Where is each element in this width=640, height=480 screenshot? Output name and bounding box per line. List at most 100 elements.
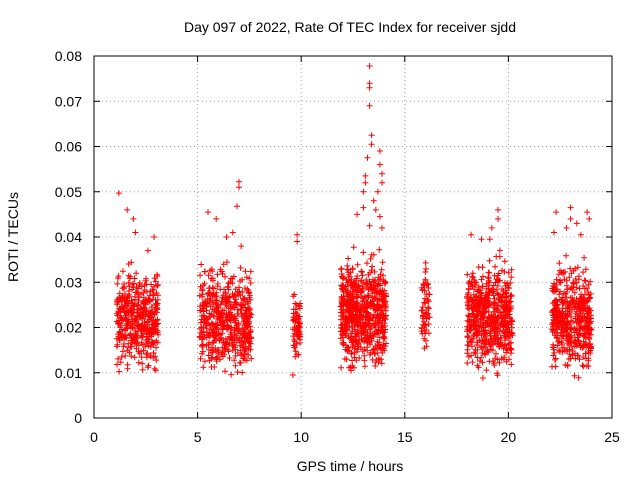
- y-tick-label: 0.02: [55, 320, 82, 336]
- data-point: [140, 330, 147, 337]
- data-point: [290, 310, 297, 317]
- data-point: [421, 327, 428, 334]
- data-point: [213, 215, 220, 222]
- data-point: [297, 339, 303, 346]
- data-point: [580, 307, 587, 314]
- data-point: [362, 172, 369, 179]
- data-point: [508, 318, 515, 325]
- data-point: [497, 291, 504, 298]
- data-point: [572, 276, 579, 282]
- data-point: [575, 337, 582, 344]
- data-point: [588, 326, 595, 333]
- data-point: [358, 268, 365, 275]
- data-point: [135, 285, 142, 292]
- data-point: [117, 359, 124, 366]
- data-point: [338, 364, 345, 371]
- data-point: [500, 345, 507, 352]
- data-point: [239, 276, 245, 283]
- data-point: [506, 308, 513, 315]
- data-point: [197, 272, 204, 279]
- data-point: [242, 310, 249, 317]
- data-point: [224, 284, 231, 291]
- data-point: [290, 293, 297, 300]
- data-point: [425, 281, 431, 288]
- data-point: [375, 303, 382, 310]
- data-point: [488, 224, 495, 231]
- data-point: [508, 317, 515, 324]
- data-point: [241, 317, 248, 324]
- data-point: [480, 273, 486, 280]
- data-point: [206, 357, 213, 364]
- data-point: [383, 340, 389, 347]
- data-point: [578, 291, 585, 298]
- data-point: [552, 355, 559, 362]
- data-points: [113, 63, 595, 381]
- data-point: [572, 265, 579, 272]
- data-point: [129, 324, 135, 331]
- data-point: [494, 290, 501, 297]
- data-point: [248, 311, 255, 318]
- data-point: [495, 270, 502, 277]
- data-point: [346, 273, 353, 280]
- x-tick-label: 15: [397, 429, 413, 445]
- data-point: [554, 342, 561, 349]
- data-point: [366, 222, 373, 229]
- data-point: [367, 281, 374, 288]
- data-point: [419, 321, 426, 328]
- data-point: [493, 350, 499, 357]
- data-point: [555, 347, 562, 354]
- data-point: [247, 314, 254, 321]
- data-point: [118, 326, 125, 333]
- data-point: [489, 340, 496, 347]
- data-point: [464, 334, 471, 341]
- data-point: [563, 252, 569, 259]
- data-point: [564, 313, 571, 320]
- data-point: [346, 309, 353, 316]
- data-point: [502, 302, 509, 309]
- data-point: [209, 268, 216, 275]
- data-point: [361, 357, 368, 364]
- data-point: [340, 288, 347, 295]
- data-point: [221, 344, 228, 351]
- data-point: [226, 298, 233, 305]
- data-point: [479, 283, 486, 290]
- data-point: [376, 246, 383, 253]
- data-point: [209, 292, 216, 298]
- data-point: [362, 304, 369, 311]
- data-point: [563, 294, 570, 301]
- data-point: [119, 348, 126, 355]
- y-tick-label: 0.05: [55, 184, 82, 200]
- data-point: [582, 277, 589, 284]
- data-point: [209, 275, 216, 282]
- data-point: [473, 293, 480, 299]
- data-point: [369, 298, 376, 304]
- data-point: [354, 346, 361, 353]
- data-point: [120, 343, 127, 350]
- data-point: [363, 284, 370, 291]
- data-point: [558, 319, 564, 326]
- data-point: [218, 334, 225, 341]
- data-point: [247, 280, 254, 286]
- data-point: [464, 271, 471, 278]
- data-point: [119, 268, 126, 275]
- data-point: [360, 279, 367, 286]
- data-point: [217, 319, 224, 326]
- data-point: [465, 312, 472, 319]
- data-point: [213, 309, 220, 316]
- data-point: [240, 355, 247, 362]
- data-point: [296, 305, 303, 312]
- data-point: [376, 314, 382, 321]
- chart-title: Day 097 of 2022, Rate Of TEC Index for r…: [184, 19, 516, 35]
- data-point: [233, 296, 239, 303]
- data-point: [151, 283, 157, 290]
- data-point: [567, 340, 574, 347]
- data-point: [567, 204, 574, 211]
- data-point: [506, 340, 513, 347]
- data-point: [220, 261, 227, 268]
- data-point: [380, 334, 387, 341]
- data-point: [572, 315, 579, 322]
- data-point: [345, 297, 352, 304]
- data-point: [505, 269, 512, 276]
- data-point: [234, 203, 240, 210]
